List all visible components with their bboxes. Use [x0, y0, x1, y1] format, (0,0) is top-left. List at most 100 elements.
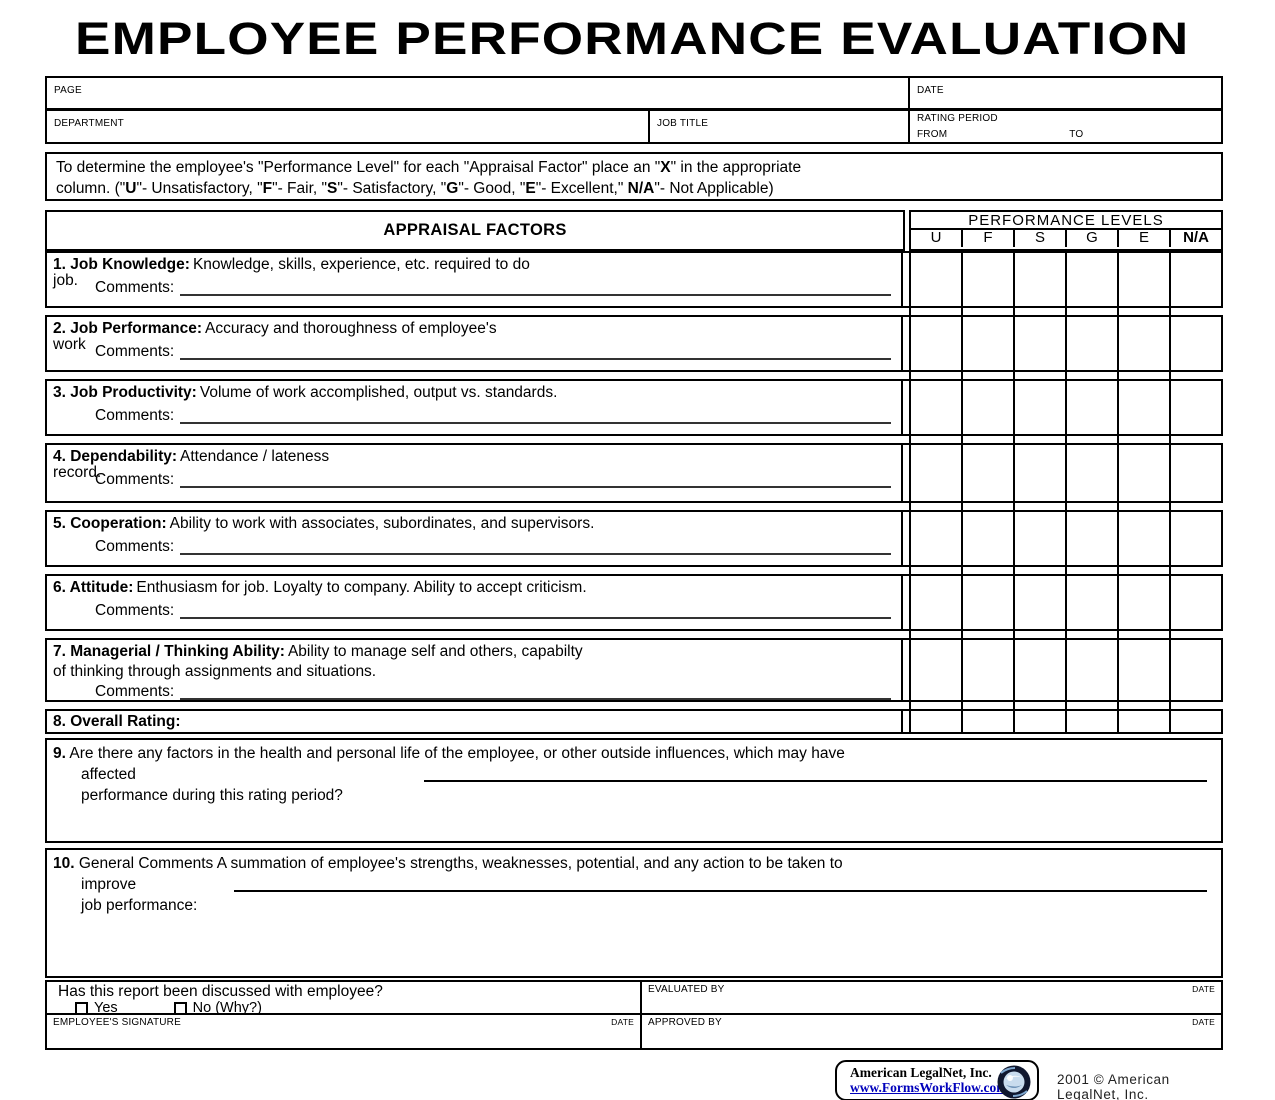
- question-9-line3: performance during this rating period?: [81, 787, 343, 804]
- comments-underline[interactable]: [180, 342, 891, 360]
- rating-period-label: RATING PERIOD: [917, 113, 998, 124]
- rating-cells: [903, 512, 1221, 565]
- rating-cell-U[interactable]: [903, 253, 956, 306]
- rating-cell-S[interactable]: [1009, 576, 1062, 629]
- question-10-number: 10.: [53, 855, 75, 872]
- question-9-line2: affected: [81, 766, 136, 783]
- factor-desc: Ability to manage self and others, capab…: [287, 643, 583, 660]
- rating-cell-E[interactable]: [1115, 640, 1168, 700]
- rating-cell-E[interactable]: [1115, 576, 1168, 629]
- factor-label: 7. Managerial / Thinking Ability:: [53, 643, 285, 660]
- factor-desc: Ability to work with associates, subordi…: [169, 515, 595, 532]
- rating-cell-F[interactable]: [956, 381, 1009, 434]
- factor-desc: Enthusiasm for job. Loyalty to company. …: [136, 579, 587, 596]
- comments-underline[interactable]: [180, 601, 891, 619]
- factor-desc: Volume of work accomplished, output vs. …: [199, 384, 558, 401]
- rating-cell-F[interactable]: [956, 711, 1009, 732]
- rating-cell-E[interactable]: [1115, 381, 1168, 434]
- rating-cell-S[interactable]: [1009, 512, 1062, 565]
- rating-cell-S[interactable]: [1009, 317, 1062, 370]
- rating-cell-U[interactable]: [903, 711, 956, 732]
- rating-cell-U[interactable]: [903, 576, 956, 629]
- level-header-G: G: [1065, 230, 1117, 247]
- employee-signature-field[interactable]: EMPLOYEE'S SIGNATURE DATE: [47, 1015, 642, 1048]
- performance-levels-header: PERFORMANCE LEVELS: [911, 212, 1221, 230]
- company-name: American LegalNet, Inc.: [850, 1065, 992, 1080]
- rating-cells: [903, 381, 1221, 434]
- website-link[interactable]: www.FormsWorkFlow.com: [850, 1080, 1008, 1095]
- rating-cell-G[interactable]: [1062, 317, 1115, 370]
- comments-label: Comments:: [95, 538, 175, 555]
- rating-cell-N/A[interactable]: [1168, 445, 1221, 501]
- rating-cell-F[interactable]: [956, 317, 1009, 370]
- rating-cell-S[interactable]: [1009, 445, 1062, 501]
- yes-checkbox[interactable]: [75, 1002, 88, 1015]
- comments-underline[interactable]: [180, 537, 891, 555]
- rating-cell-N/A[interactable]: [1168, 317, 1221, 370]
- rating-cell-U[interactable]: [903, 381, 956, 434]
- comments-underline[interactable]: [180, 406, 891, 424]
- yes-label: Yes: [94, 1000, 118, 1016]
- rating-cell-U[interactable]: [903, 445, 956, 501]
- rating-cell-F[interactable]: [956, 640, 1009, 700]
- rating-cells: [903, 576, 1221, 629]
- rating-cell-N/A[interactable]: [1168, 576, 1221, 629]
- rating-cell-E[interactable]: [1115, 253, 1168, 306]
- header-job-title-field[interactable]: JOB TITLE: [650, 111, 910, 142]
- rating-cell-S[interactable]: [1009, 381, 1062, 434]
- signature-date-label: DATE: [611, 1017, 634, 1027]
- rating-cell-E[interactable]: [1115, 445, 1168, 501]
- appraisal-factor-row: 1. Job Knowledge: Knowledge, skills, expe…: [45, 251, 1223, 308]
- rating-cell-G[interactable]: [1062, 711, 1115, 732]
- header-rating-period-field[interactable]: RATING PERIOD FROM TO: [910, 111, 1221, 142]
- rating-cell-S[interactable]: [1009, 640, 1062, 700]
- footer-logo-box: American LegalNet, Inc. www.FormsWorkFlo…: [835, 1060, 1039, 1100]
- rating-cell-U[interactable]: [903, 640, 956, 700]
- rating-cells: [903, 711, 1221, 732]
- question-9-answer-line[interactable]: [423, 764, 1207, 782]
- header-date-field[interactable]: DATE: [910, 78, 1221, 108]
- rating-cell-G[interactable]: [1062, 512, 1115, 565]
- approved-by-label: APPROVED BY: [648, 1017, 722, 1028]
- question-10-answer-line[interactable]: [234, 874, 1207, 892]
- approved-date-label: DATE: [1192, 1017, 1215, 1027]
- question-10-line3: job performance:: [81, 897, 198, 914]
- rating-cell-U[interactable]: [903, 317, 956, 370]
- evaluated-date-label: DATE: [1192, 984, 1215, 994]
- rating-cell-G[interactable]: [1062, 576, 1115, 629]
- comments-underline[interactable]: [180, 682, 891, 700]
- rating-cell-N/A[interactable]: [1168, 381, 1221, 434]
- rating-cell-F[interactable]: [956, 576, 1009, 629]
- rating-cell-F[interactable]: [956, 253, 1009, 306]
- rating-cell-N/A[interactable]: [1168, 253, 1221, 306]
- header-department-field[interactable]: DEPARTMENT: [47, 111, 650, 142]
- rating-cell-E[interactable]: [1115, 711, 1168, 732]
- evaluated-by-field[interactable]: EVALUATED BY DATE: [642, 982, 1221, 1015]
- rating-cell-N/A[interactable]: [1168, 640, 1221, 700]
- rating-cell-E[interactable]: [1115, 317, 1168, 370]
- appraisal-factor-row: 3. Job Productivity: Volume of work accom…: [45, 379, 1223, 436]
- comments-underline[interactable]: [180, 470, 891, 488]
- rating-cells: [903, 640, 1221, 700]
- rating-cell-N/A[interactable]: [1168, 512, 1221, 565]
- no-checkbox[interactable]: [173, 1002, 187, 1015]
- factor-desc-wrap: job.: [53, 272, 78, 289]
- header-page-field[interactable]: PAGE: [47, 78, 910, 108]
- comments-underline[interactable]: [180, 278, 891, 296]
- rating-cell-G[interactable]: [1062, 640, 1115, 700]
- comments-label: Comments:: [95, 471, 175, 488]
- rating-cell-S[interactable]: [1009, 253, 1062, 306]
- rating-cell-N/A[interactable]: [1168, 711, 1221, 732]
- rating-cell-F[interactable]: [956, 512, 1009, 565]
- factor-label: 5. Cooperation:: [53, 515, 167, 532]
- rating-cell-G[interactable]: [1062, 253, 1115, 306]
- rating-cell-F[interactable]: [956, 445, 1009, 501]
- approved-by-field[interactable]: APPROVED BY DATE: [642, 1015, 1221, 1048]
- rating-cell-G[interactable]: [1062, 445, 1115, 501]
- rating-cell-S[interactable]: [1009, 711, 1062, 732]
- rating-cell-E[interactable]: [1115, 512, 1168, 565]
- appraisal-factor-row: 8. Overall Rating:: [45, 709, 1223, 734]
- rating-cell-G[interactable]: [1062, 381, 1115, 434]
- rating-cell-U[interactable]: [903, 512, 956, 565]
